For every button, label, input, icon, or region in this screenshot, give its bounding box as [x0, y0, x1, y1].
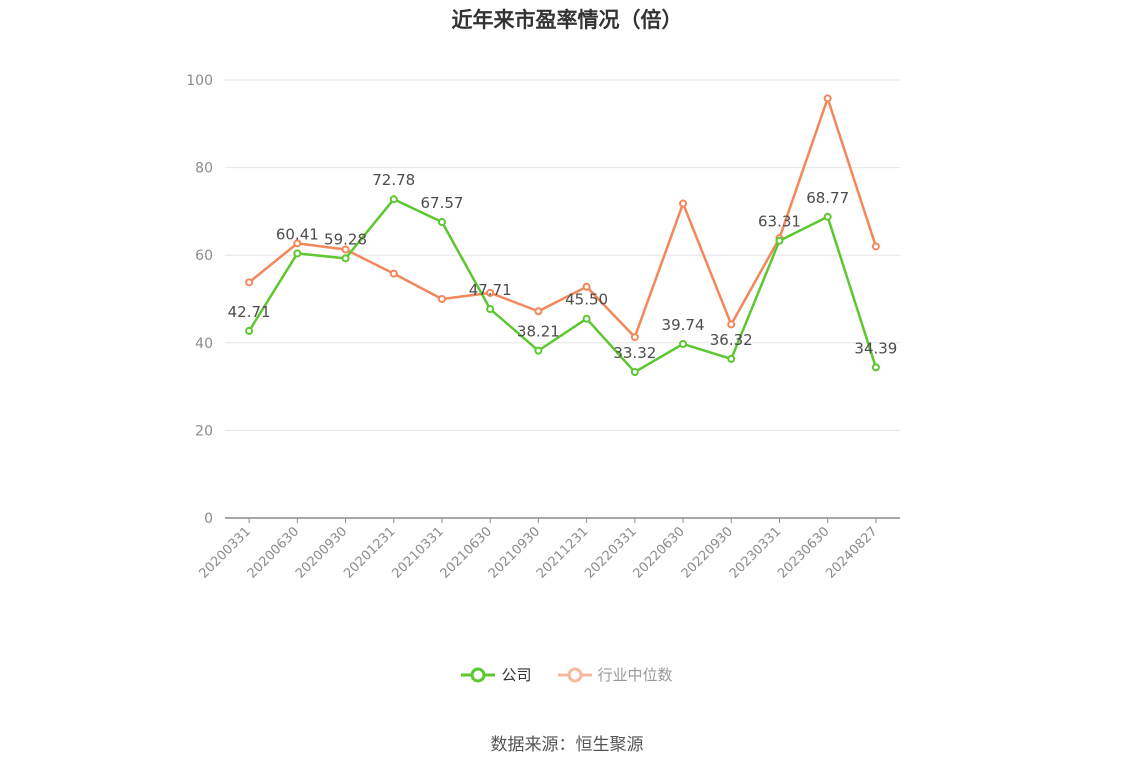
data-point-industry: [293, 239, 302, 248]
data-point-industry: [534, 307, 543, 316]
legend-item-industry[interactable]: 行业中位数: [557, 664, 673, 685]
data-label: 36.32: [710, 331, 753, 349]
x-tick-label: 20200331: [197, 524, 254, 581]
x-tick-label: 20210930: [486, 524, 543, 581]
data-label: 68.77: [806, 189, 849, 207]
data-label: 63.31: [758, 213, 801, 231]
x-tick-label: 20200930: [293, 524, 350, 581]
series-line-industry: [248, 97, 878, 339]
legend-item-company[interactable]: 公司: [461, 664, 532, 685]
x-tick-label: 20240827: [823, 524, 880, 581]
data-point-industry: [389, 269, 398, 278]
chart-plot: 0 20 40 60 80 100 2020033120200630202009302020…: [186, 73, 900, 582]
data-point-company: [486, 305, 495, 314]
data-point-company: [823, 212, 832, 221]
chart-title: 近年来市盈率情况（倍）: [451, 8, 683, 32]
data-point-company: [341, 254, 350, 263]
data-label: 72.78: [372, 171, 415, 189]
data-label: 42.71: [228, 303, 271, 321]
data-point-company: [293, 249, 302, 258]
data-label: 59.28: [324, 230, 367, 248]
data-point-industry: [727, 320, 736, 329]
x-tick-label: 20211231: [534, 524, 591, 581]
legend-label-company: 公司: [501, 666, 532, 684]
data-point-company: [389, 195, 398, 204]
x-tick-label: 20230630: [775, 524, 832, 581]
data-point-industry: [823, 94, 832, 103]
x-tick-label: 20220930: [679, 524, 736, 581]
data-point-company: [871, 363, 880, 372]
data-point-company: [679, 339, 688, 348]
x-tick-label: 20230331: [727, 524, 784, 581]
legend-company-icon: [461, 667, 496, 682]
data-label: 38.21: [517, 323, 560, 341]
x-tick-label: 20220630: [630, 524, 687, 581]
data-point-company: [630, 368, 639, 377]
x-tick-label: 20200630: [245, 524, 302, 581]
data-label: 39.74: [662, 316, 705, 334]
data-point-industry: [871, 242, 880, 251]
y-tick-label: 60: [195, 248, 213, 264]
x-tick-label: 20220331: [582, 524, 639, 581]
x-tick-label: 20210630: [438, 524, 495, 581]
data-point-company: [775, 236, 784, 245]
data-point-company: [727, 354, 736, 363]
data-label: 34.39: [854, 339, 897, 357]
data-point-industry: [245, 278, 254, 287]
data-label: 45.50: [565, 291, 608, 309]
data-label: 67.57: [420, 194, 463, 212]
data-point-industry: [437, 295, 446, 303]
data-point-industry: [630, 333, 639, 342]
data-point-industry: [679, 199, 688, 208]
data-label: 47.71: [469, 281, 512, 299]
data-point-industry: [341, 245, 350, 254]
data-label: 60.41: [276, 225, 319, 243]
data-point-industry: [582, 282, 591, 291]
chart-legend: 公司 行业中位数: [0, 664, 1134, 685]
y-tick-label: 40: [195, 336, 213, 352]
legend-industry-icon: [557, 667, 592, 682]
data-point-company: [437, 218, 446, 227]
data-label: 33.32: [613, 344, 656, 362]
data-point-company: [245, 326, 254, 335]
data-source: 数据来源：恒生聚源: [490, 735, 644, 755]
y-tick-label: 80: [195, 161, 213, 177]
legend-label-industry: 行业中位数: [597, 666, 673, 684]
y-tick-label: 100: [186, 73, 213, 89]
data-point-industry: [486, 288, 495, 297]
x-tick-label: 20210331: [389, 524, 446, 581]
data-point-company: [534, 346, 543, 355]
x-tick-label: 20201231: [341, 524, 398, 581]
y-tick-label: 0: [204, 511, 213, 527]
data-point-company: [582, 314, 591, 323]
y-tick-label: 20: [195, 423, 213, 439]
series-line-company: [248, 197, 878, 374]
